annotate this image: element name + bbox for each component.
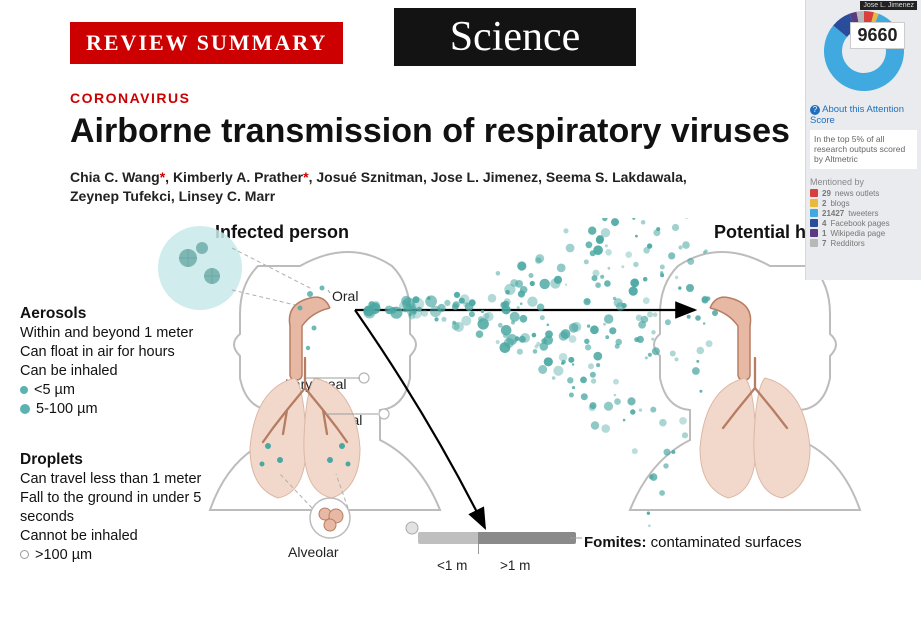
author: Kimberly A. Prather [173,169,303,185]
altmetric-source-row[interactable]: 2 blogs [810,199,917,208]
source-count: 21427 [822,209,844,218]
about-attention-score-link[interactable]: ? About this Attention Score [810,104,917,126]
altmetric-source-row[interactable]: 7 Redditors [810,239,917,248]
altmetric-source-row[interactable]: 4 Facebook pages [810,219,917,228]
source-label: tweeters [848,209,878,218]
author: Linsey C. Marr [179,188,275,204]
author: Jose L. Jimenez [431,169,538,185]
author-list: Chia C. Wang*, Kimberly A. Prather*, Jos… [70,168,710,206]
source-color-icon [810,199,818,207]
source-label: Facebook pages [830,219,889,228]
source-color-icon [810,209,818,217]
altmetric-panel: Jose L. Jimenez 9660 ? About this Attent… [805,0,921,280]
source-label: Redditors [830,239,864,248]
altmetric-score: 9660 [850,22,904,49]
altmetric-source-row[interactable]: 29 news outlets [810,189,917,198]
source-label: news outlets [835,189,879,198]
source-color-icon [810,239,818,247]
circle-icon [20,550,29,559]
altmetric-source-row[interactable]: 21427 tweeters [810,209,917,218]
article-category: CORONAVIRUS [70,90,190,106]
info-icon: ? [810,105,820,115]
transmission-diagram [150,218,910,618]
dot-icon [20,404,30,414]
source-label: blogs [830,199,849,208]
author: Josué Sznitman [316,169,423,185]
source-label: Wikipedia page [830,229,885,238]
source-count: 2 [822,199,826,208]
review-summary-banner: REVIEW SUMMARY [70,22,343,64]
source-color-icon [810,189,818,197]
altmetric-source-row[interactable]: 1 Wikipedia page [810,229,917,238]
mentioned-by-heading: Mentioned by [810,177,917,187]
journal-logo: Science [394,8,636,66]
author: Seema S. Lakdawala [546,169,683,185]
dot-icon [20,386,28,394]
article-title: Airborne transmission of respiratory vir… [70,112,790,151]
author: Zeynep Tufekci [70,188,171,204]
source-color-icon [810,229,818,237]
attention-rank: In the top 5% of all research outputs sc… [810,130,917,169]
source-count: 4 [822,219,826,228]
source-count: 7 [822,239,826,248]
altmetric-donut[interactable]: 9660 [817,4,911,98]
source-color-icon [810,219,818,227]
source-count: 1 [822,229,826,238]
author: Chia C. Wang [70,169,160,185]
source-count: 29 [822,189,831,198]
